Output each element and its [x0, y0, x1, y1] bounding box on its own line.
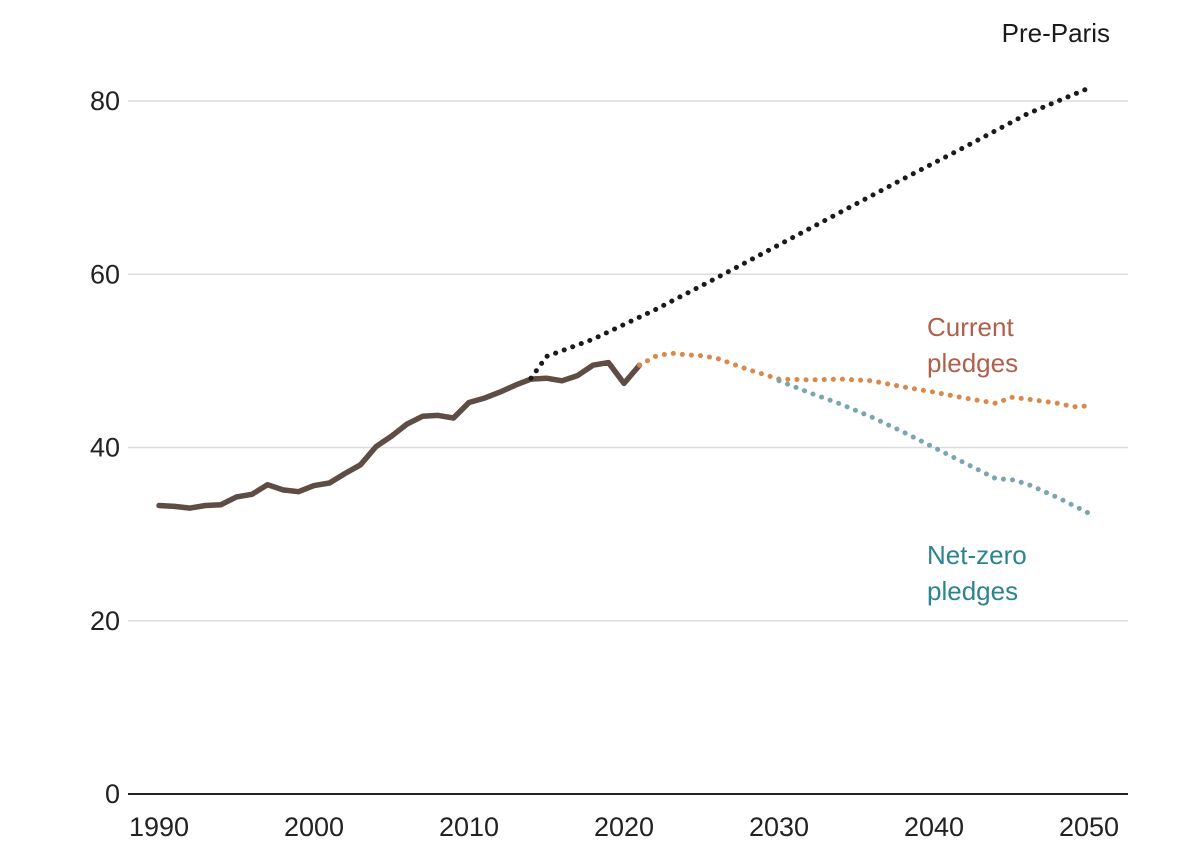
x-tick-label: 2020 — [594, 812, 654, 842]
series-line-1 — [528, 85, 1092, 381]
x-tick-label: 2030 — [749, 812, 809, 842]
series-line-3 — [776, 378, 1092, 516]
x-tick-label: 1990 — [129, 812, 189, 842]
y-tick-label: 40 — [90, 433, 120, 463]
y-axis-ticks: 0 20 40 60 80 — [90, 86, 120, 809]
x-tick-label: 2010 — [439, 812, 499, 842]
y-tick-label: 60 — [90, 259, 120, 289]
y-tick-label: 20 — [90, 606, 120, 636]
label-current-pledges: Current pledges — [927, 312, 1021, 378]
x-tick-label: 2050 — [1059, 812, 1119, 842]
x-tick-label: 2000 — [284, 812, 344, 842]
x-tick-label: 2040 — [904, 812, 964, 842]
label-pre-paris: Pre-Paris — [1002, 18, 1110, 48]
y-tick-label: 0 — [105, 779, 120, 809]
y-tick-label: 80 — [90, 86, 120, 116]
x-axis-ticks: 1990 2000 2010 2020 2030 2040 2050 — [129, 812, 1119, 842]
label-net-zero-pledges: Net-zero pledges — [927, 540, 1034, 606]
series-line-0 — [156, 359, 643, 511]
series-line-2 — [637, 350, 1092, 410]
series-lines — [156, 85, 1092, 516]
gridlines — [128, 100, 1128, 622]
